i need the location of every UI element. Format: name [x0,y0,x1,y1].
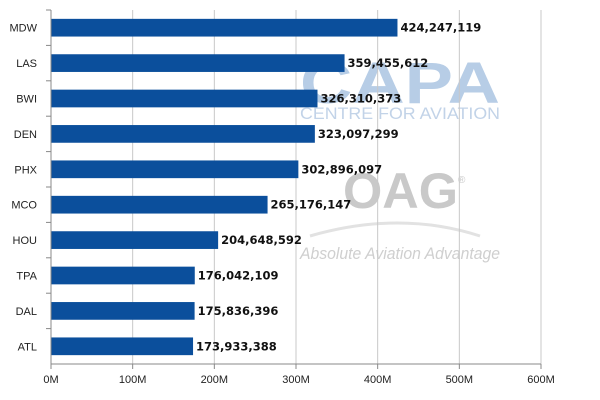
x-tick-label: 300M [282,374,310,386]
bar [51,160,299,179]
y-category-label: DEN [14,129,37,141]
y-category-label: MDW [10,23,38,35]
bar-value-label: 176,042,109 [198,269,279,283]
y-category-label: PHX [14,164,37,176]
oag-registered-mark: ® [458,175,466,186]
bar [51,89,318,108]
bar-value-label: 302,896,097 [301,162,382,176]
y-category-label: TPA [16,271,37,283]
bar [51,54,345,72]
labels: 0M 100M 200M 300M 400M 500M 600M MDW 424,247,119… [10,21,555,386]
x-tick-label: 100M [119,374,147,386]
x-tick-label: 200M [201,374,229,386]
x-tick-label: 500M [446,374,474,386]
bar [51,195,268,214]
bar [51,302,195,320]
y-category-label: LAS [16,58,37,70]
bar [51,266,195,285]
y-category-label: MCO [11,200,37,212]
bar [51,337,194,356]
capa-watermark: CAPA CENTRE FOR AVIATION [300,51,500,123]
axes [46,9,542,369]
oag-tagline: Absolute Aviation Advantage [299,244,500,263]
capa-tagline: CENTRE FOR AVIATION [300,104,500,123]
oag-watermark: OAG ® Absolute Aviation Advantage [299,163,500,263]
y-category-label: BWI [16,94,37,106]
bar-value-label: 204,648,592 [221,233,302,247]
oag-swoosh [309,221,481,238]
bars [51,18,398,356]
bar-value-label: 359,455,612 [348,56,429,70]
bar-value-label: 175,836,396 [198,304,279,318]
y-category-label: HOU [13,235,38,247]
x-tick-label: 600M [527,374,555,386]
y-category-label: ATL [18,341,37,353]
bar-value-label: 424,247,119 [400,21,481,35]
bar [51,18,398,37]
bar-value-label: 173,933,388 [196,339,277,353]
bar [51,231,219,249]
x-tick-label: 400M [364,374,392,386]
bar-value-label: 265,176,147 [271,198,352,212]
bar [51,125,315,143]
bar-value-label: 326,310,373 [320,92,401,106]
y-category-label: DAL [16,306,37,318]
bar-value-label: 323,097,299 [318,127,399,141]
oag-logo-text: OAG [343,163,458,219]
x-tick-label: 0M [43,374,58,386]
